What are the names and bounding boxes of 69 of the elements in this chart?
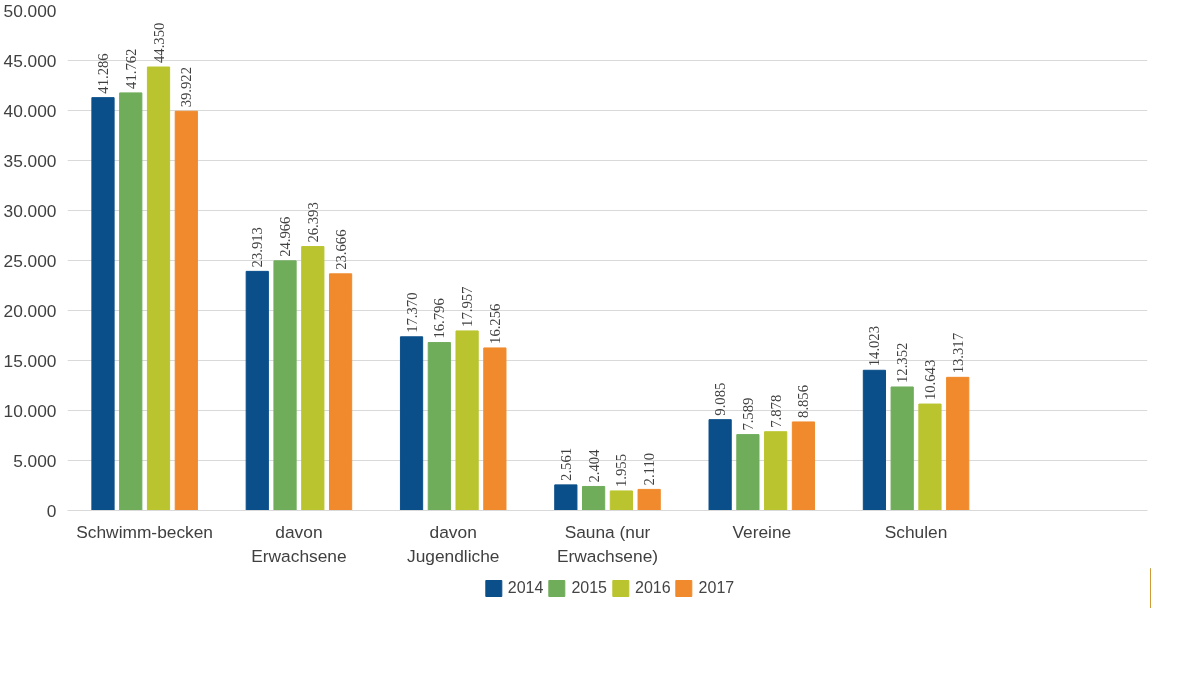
bar — [582, 485, 606, 511]
data-label: 2.404 — [585, 448, 602, 483]
x-tick-label: davon Jugendliche — [406, 521, 500, 566]
y-tick-label: 50.000 — [3, 0, 57, 21]
bar — [174, 110, 198, 511]
bar — [946, 376, 970, 511]
data-label: 7.878 — [767, 394, 784, 428]
y-tick-label: 5.000 — [13, 450, 57, 471]
bar — [146, 66, 171, 511]
bar — [301, 246, 325, 511]
data-label: 16.256 — [486, 303, 503, 344]
data-label: 8.856 — [795, 384, 812, 418]
data-label: 44.350 — [150, 22, 167, 63]
data-label: 16.796 — [431, 298, 448, 339]
y-tick-label: 10.000 — [3, 400, 57, 421]
bar — [119, 92, 143, 511]
bar — [736, 434, 760, 511]
y-tick-label: 25.000 — [3, 250, 57, 271]
data-label: 2.561 — [557, 447, 574, 481]
data-label: 23.913 — [249, 227, 266, 268]
bar — [554, 484, 578, 511]
data-label: 41.762 — [122, 48, 139, 89]
data-label: 12.352 — [894, 342, 911, 383]
data-label: 23.666 — [332, 229, 349, 270]
x-tick-label: Schwimm-becken — [76, 521, 214, 542]
bar — [399, 336, 424, 511]
data-label: 1.955 — [613, 453, 630, 487]
x-tick-label: Vereine — [732, 521, 792, 542]
data-label: 17.370 — [403, 292, 420, 333]
y-tick-label: 15.000 — [3, 350, 57, 371]
data-label: 2.110 — [641, 452, 658, 486]
legend-label: 2017 — [698, 579, 735, 597]
y-tick-label: 40.000 — [3, 100, 57, 121]
y-tick-label: 30.000 — [3, 200, 57, 221]
bar — [890, 386, 914, 511]
data-label: 14.023 — [866, 325, 883, 367]
bar — [91, 97, 115, 511]
data-label: 10.643 — [921, 359, 938, 401]
data-label: 17.957 — [459, 286, 476, 327]
bar — [427, 342, 451, 511]
data-label: 39.922 — [178, 66, 195, 108]
bar — [245, 270, 269, 511]
data-label: 7.589 — [739, 397, 756, 431]
x-tick-label: Schulen — [884, 521, 948, 542]
bar — [708, 419, 732, 511]
legend-label: 2016 — [635, 579, 671, 597]
y-tick-label: 20.000 — [3, 300, 57, 321]
data-label: 13.317 — [949, 333, 966, 374]
bar — [328, 273, 353, 511]
bar — [609, 490, 633, 511]
bar — [273, 260, 297, 511]
y-tick-label: 35.000 — [3, 150, 57, 171]
x-tick-label: Sauna (nur Erwachsene) — [556, 521, 659, 566]
y-tick-label: 45.000 — [3, 50, 57, 71]
bar — [764, 431, 788, 511]
data-label: 41.286 — [94, 53, 111, 94]
bar — [918, 403, 942, 511]
data-label: 24.966 — [277, 216, 294, 257]
bar — [637, 488, 661, 511]
bar — [455, 330, 479, 511]
legend-label: 2015 — [571, 579, 607, 597]
data-label: 26.393 — [304, 202, 321, 243]
bar — [791, 421, 816, 511]
bar — [483, 347, 507, 511]
data-label: 9.085 — [712, 382, 729, 416]
legend-label: 2014 — [507, 579, 544, 597]
bar — [862, 369, 887, 511]
y-tick-label: 0 — [46, 500, 57, 521]
x-tick-label: davon Erwachsene — [251, 521, 347, 566]
